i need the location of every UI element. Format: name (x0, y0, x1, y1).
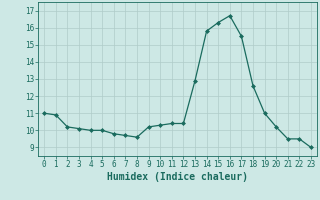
X-axis label: Humidex (Indice chaleur): Humidex (Indice chaleur) (107, 172, 248, 182)
